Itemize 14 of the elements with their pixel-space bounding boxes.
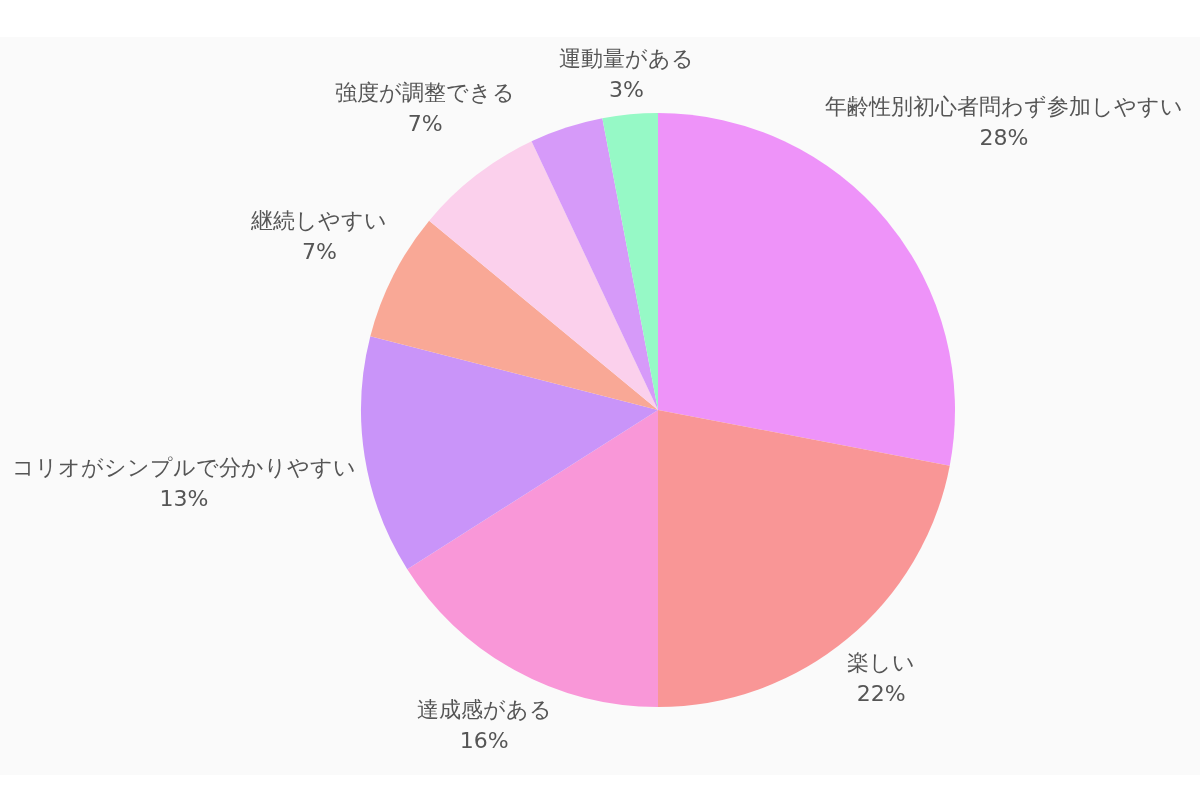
slice-label: コリオがシンプルで分かりやすい <box>11 455 356 481</box>
data-label: 16% <box>459 727 509 753</box>
data-label: 3% <box>608 76 644 102</box>
slice-label: 強度が調整できる <box>335 79 516 105</box>
slice-label: 運動量がある <box>558 45 694 71</box>
slice-label: 継続しやすい <box>250 207 388 233</box>
slice-label: 年齢性別初心者問わず参加しやすい <box>824 94 1183 120</box>
data-label: 28% <box>979 125 1029 151</box>
data-label: 7% <box>301 238 337 264</box>
slice-label: 楽しい <box>847 649 916 675</box>
data-label: 22% <box>856 680 906 706</box>
slice-label: 達成感がある <box>416 696 552 722</box>
data-label: 7% <box>407 110 443 136</box>
data-label: 13% <box>159 486 209 512</box>
